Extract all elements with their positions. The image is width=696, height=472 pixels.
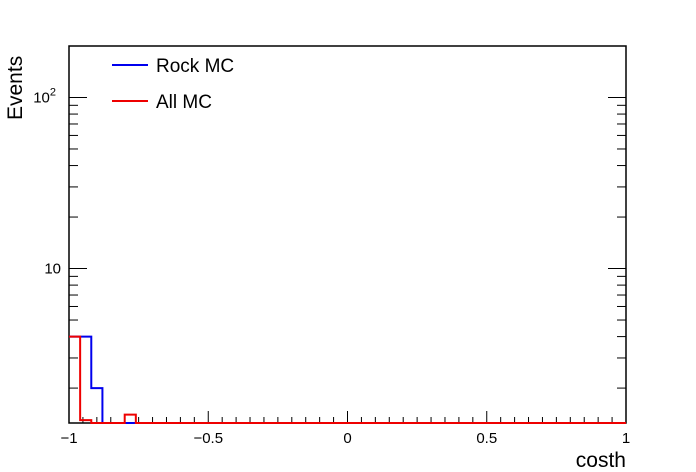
x-tick-label: −1 xyxy=(60,430,77,447)
y-tick-label: 102 xyxy=(33,86,56,106)
y-tick-label-base: 10 xyxy=(33,89,50,106)
histogram-series xyxy=(69,335,626,424)
x-tick-label: −0.5 xyxy=(193,430,223,447)
legend-label: All MC xyxy=(156,92,212,113)
y-tick-label: 10 xyxy=(44,261,61,278)
legend: Rock MC All MC xyxy=(112,56,234,113)
x-tick-label: 0 xyxy=(343,430,351,447)
y-axis-title: Events xyxy=(4,56,27,120)
y-tick-label-base: 10 xyxy=(44,261,61,278)
x-tick-label: 0.5 xyxy=(476,430,497,447)
legend-label: Rock MC xyxy=(156,56,234,77)
x-axis-title: costh xyxy=(576,449,626,472)
x-tick-label: 1 xyxy=(622,430,630,447)
y-tick-label-exponent: 2 xyxy=(50,86,56,98)
plot-frame xyxy=(68,45,627,424)
x-axis-ticks: −1 −0.5 0 0.5 1 xyxy=(60,411,630,447)
series-all-mc-step xyxy=(69,335,626,424)
series-rock-mc-step xyxy=(69,335,626,424)
